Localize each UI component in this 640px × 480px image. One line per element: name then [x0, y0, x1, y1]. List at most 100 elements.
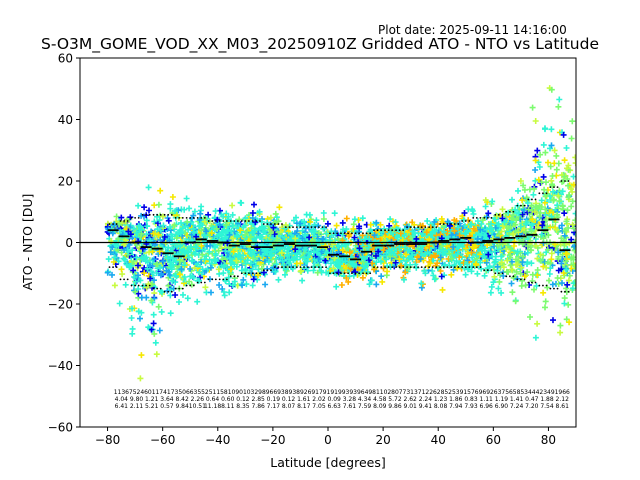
data-point: [228, 227, 235, 234]
bin-sd-dot: [483, 217, 486, 219]
data-point: [473, 260, 479, 267]
bin-sd-dot: [351, 272, 353, 275]
bin-sd-dot: [108, 266, 111, 268]
data-point: [392, 259, 399, 266]
data-point: [440, 248, 447, 255]
bin-sd-dot: [270, 269, 272, 272]
data-point: [537, 209, 544, 216]
bin-sd-dot: [134, 217, 137, 219]
data-point: [231, 278, 238, 285]
data-point: [302, 246, 308, 253]
data-point: [503, 268, 510, 275]
data-point: [485, 210, 492, 217]
x-axis: −80 −60 −40 −20 0 20 40 60 80: [95, 427, 556, 447]
data-point: [229, 202, 236, 209]
data-point: [335, 236, 342, 242]
data-point: [545, 159, 551, 166]
data-point: [520, 253, 526, 260]
data-point: [144, 223, 151, 230]
data-point: [536, 213, 543, 220]
data-point: [426, 236, 433, 243]
data-point: [226, 280, 233, 287]
bin-sd-dot: [395, 229, 397, 232]
data-point: [484, 242, 491, 249]
bin-sd-dot: [542, 192, 544, 195]
data-point: [517, 270, 524, 277]
data-point: [446, 250, 453, 257]
bin-stat-value: 1.19: [495, 396, 509, 403]
bin-sd-dot: [262, 269, 265, 272]
bin-sd-dot: [464, 220, 467, 222]
data-point: [562, 227, 569, 234]
data-point: [383, 256, 390, 263]
bin-sd-dot: [483, 269, 486, 272]
data-point: [438, 273, 445, 280]
bin-sd-dot: [376, 229, 379, 232]
data-point: [138, 212, 145, 219]
data-point: [544, 246, 551, 253]
bin-stat-value: 8.17: [297, 403, 311, 410]
bin-sd-dot: [130, 284, 133, 287]
bin-sd-dot: [137, 217, 140, 219]
data-point: [513, 216, 520, 223]
bin-sd-dot: [486, 217, 489, 219]
data-point: [104, 269, 111, 276]
bin-stat-value: 5810: [220, 389, 235, 396]
data-point: [250, 255, 257, 262]
data-point: [233, 263, 240, 270]
x-tick-label: −40: [205, 433, 230, 447]
bin-sd-dot: [196, 217, 199, 219]
bin-sd-dot: [542, 284, 544, 287]
data-point: [147, 275, 154, 282]
bin-sd-dot: [549, 186, 552, 189]
data-point: [190, 228, 197, 235]
bin-sd-dot: [373, 229, 375, 232]
bin-sd-dot: [354, 272, 357, 275]
bin-sd-dot: [207, 220, 210, 222]
bin-sd-dot: [531, 281, 533, 284]
bin-sd-dot: [134, 284, 137, 287]
data-point: [392, 219, 399, 226]
data-point: [373, 219, 380, 226]
data-point: [532, 204, 539, 210]
bin-sd-dot: [299, 266, 302, 268]
bin-sd-dot: [200, 281, 203, 284]
data-point: [214, 216, 221, 223]
data-point: [397, 230, 404, 237]
data-point: [151, 256, 158, 263]
data-point: [483, 214, 490, 221]
y-tick-label: −20: [48, 298, 73, 312]
data-point: [207, 264, 214, 271]
data-point: [431, 276, 438, 283]
data-point: [491, 273, 498, 280]
data-point: [339, 219, 346, 226]
data-point: [527, 314, 533, 320]
bin-stat-value: 6.96: [480, 403, 494, 410]
y-tick-label: 40: [58, 113, 73, 127]
bin-stat-value: 2.24: [419, 396, 433, 403]
x-tick-label: 60: [486, 433, 501, 447]
bin-sd-dot: [248, 272, 250, 275]
data-point: [509, 196, 515, 203]
data-point: [469, 229, 476, 236]
data-point: [451, 227, 458, 234]
data-point: [351, 216, 358, 223]
bin-stat-value: 5.21: [145, 403, 159, 410]
data-point: [475, 231, 482, 238]
bin-sd-dot: [119, 278, 122, 281]
data-point: [280, 262, 287, 269]
data-point: [110, 222, 117, 229]
data-point: [371, 232, 378, 239]
data-point: [111, 254, 118, 261]
data-point: [401, 240, 408, 247]
data-point: [109, 271, 115, 278]
data-point: [541, 186, 548, 193]
chart-title: S-O3M_GOME_VOD_XX_M03_20250910Z Gridded …: [40, 35, 599, 53]
data-point: [266, 226, 273, 233]
data-point: [157, 187, 164, 194]
data-point: [323, 230, 330, 237]
data-point: [493, 213, 500, 219]
data-point: [534, 224, 541, 231]
data-point: [510, 212, 517, 219]
bin-sd-dot: [295, 226, 298, 229]
